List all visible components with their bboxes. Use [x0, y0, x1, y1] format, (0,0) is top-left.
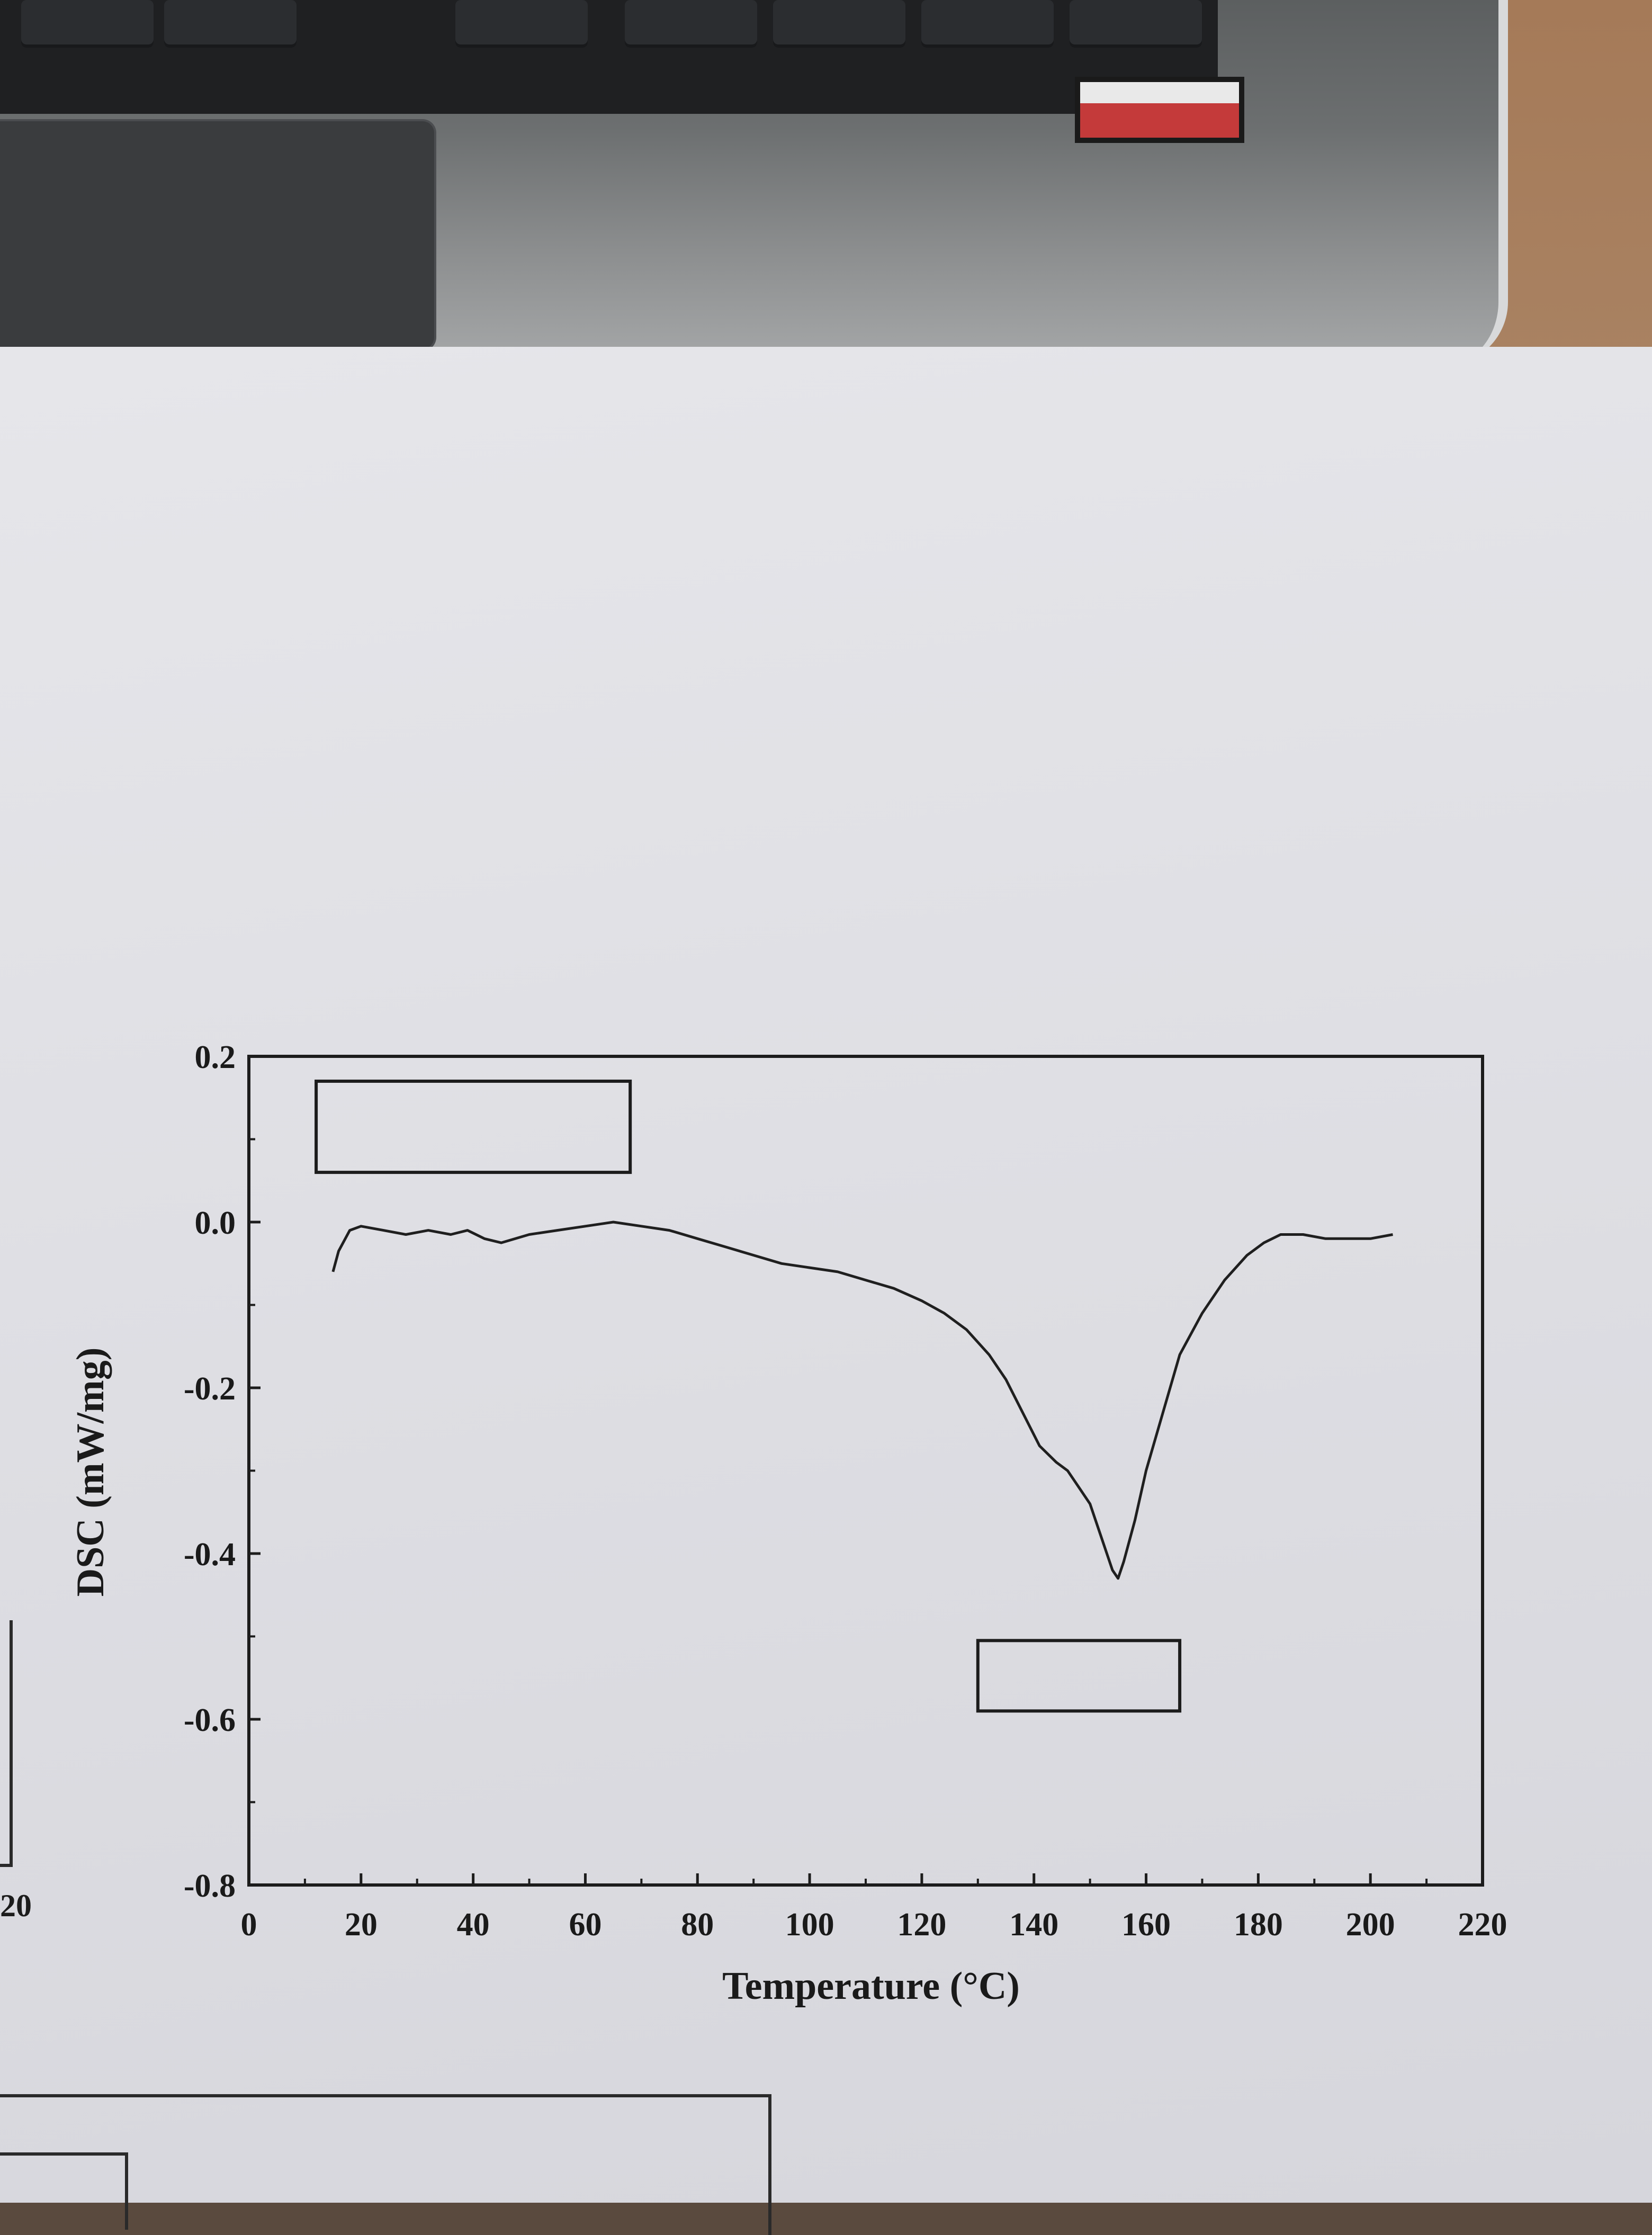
blank-label-box [976, 1639, 1182, 1713]
laptop-keyboard [0, 0, 1218, 114]
y-tick-label: -0.2 [184, 1371, 236, 1407]
y-tick-label: 0.2 [195, 1039, 236, 1075]
keyboard-key [21, 0, 154, 48]
printed-paper [0, 347, 1652, 2203]
keyboard-key [625, 0, 757, 48]
y-tick-labels: 0.2 0.0 -0.2 -0.4 -0.6 -0.8 [184, 1039, 236, 1904]
x-tick-label: 160 [1121, 1907, 1171, 1943]
neighbor-chart-frame-left [0, 1620, 13, 1867]
x-tick-label: 120 [897, 1907, 946, 1943]
neighbor-chart-frame-bottom [0, 2094, 771, 2235]
laptop-body [0, 0, 1508, 365]
laptop-sticker [1075, 77, 1244, 143]
x-tick-label: 80 [681, 1907, 714, 1943]
x-tick-label: 100 [785, 1907, 834, 1943]
y-tick-label: -0.6 [184, 1702, 236, 1738]
x-tick-label: 200 [1346, 1907, 1395, 1943]
x-tick-label: 20 [345, 1907, 378, 1943]
y-tick-label: -0.4 [184, 1537, 236, 1573]
keyboard-key [921, 0, 1054, 48]
blank-label-box [315, 1079, 632, 1174]
x-tick-label: 40 [457, 1907, 490, 1943]
x-tick-label: 220 [1458, 1907, 1507, 1943]
keyboard-key [455, 0, 588, 48]
laptop-touchpad [0, 119, 436, 351]
x-axis-title: Temperature (°C) [722, 1964, 1020, 2008]
tick-layer [247, 1055, 1484, 1887]
x-tick-label: 60 [569, 1907, 601, 1943]
keyboard-key [773, 0, 905, 48]
annotation-layer [315, 1079, 1182, 1713]
y-tick-label: 0.0 [195, 1205, 236, 1241]
x-tick-label: 180 [1234, 1907, 1283, 1943]
sticker-band [1080, 82, 1239, 103]
x-tick-label: 0 [241, 1907, 257, 1943]
keyboard-key [164, 0, 297, 48]
y-tick-label: -0.8 [184, 1868, 236, 1904]
neighbor-chart-tick-label: 20 [0, 1888, 32, 1923]
x-tick-label: 140 [1009, 1907, 1058, 1943]
plot-frame [247, 1055, 1484, 1887]
keyboard-key [1070, 0, 1202, 48]
x-tick-labels: 0 20 40 60 80 100 120 140 160 180 200 220 [241, 1907, 1507, 1943]
dsc-curve [331, 1220, 1393, 1580]
neighbor-chart-inner-box [0, 2152, 128, 2230]
y-axis-title: DSC (mW/mg) [69, 1348, 112, 1597]
